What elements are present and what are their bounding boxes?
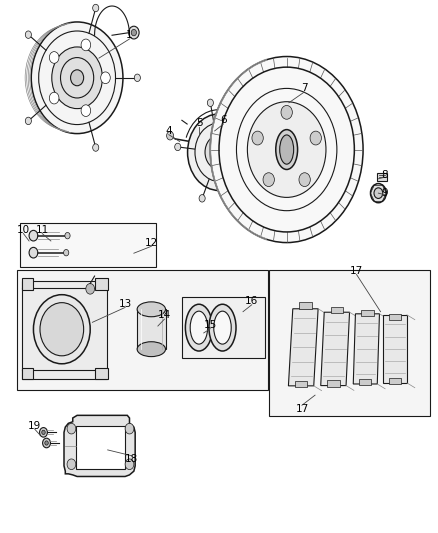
Circle shape: [252, 123, 258, 131]
Bar: [295, 381, 307, 387]
Text: 8: 8: [381, 170, 388, 180]
Circle shape: [86, 284, 95, 294]
Text: 13: 13: [119, 298, 132, 309]
Ellipse shape: [137, 342, 166, 357]
Polygon shape: [353, 314, 379, 384]
Circle shape: [175, 143, 181, 151]
Text: 7: 7: [301, 83, 307, 93]
Circle shape: [25, 31, 32, 38]
Bar: [361, 310, 374, 317]
Circle shape: [187, 114, 251, 190]
Circle shape: [212, 144, 226, 161]
Circle shape: [374, 188, 383, 198]
Circle shape: [49, 52, 59, 63]
Circle shape: [205, 135, 233, 169]
Text: 5: 5: [196, 118, 203, 128]
Ellipse shape: [280, 135, 293, 164]
Polygon shape: [21, 368, 33, 379]
Ellipse shape: [276, 130, 297, 169]
Text: 16: 16: [245, 296, 258, 306]
Text: 6: 6: [220, 115, 227, 125]
Circle shape: [29, 247, 38, 258]
Circle shape: [371, 183, 386, 203]
Circle shape: [52, 47, 102, 109]
Circle shape: [131, 29, 137, 36]
Circle shape: [93, 4, 99, 12]
Circle shape: [45, 441, 48, 445]
Polygon shape: [95, 278, 108, 290]
Ellipse shape: [214, 311, 231, 344]
Polygon shape: [64, 415, 135, 477]
Bar: [378, 173, 387, 181]
Circle shape: [81, 39, 91, 51]
Text: 19: 19: [28, 421, 41, 431]
Bar: [327, 380, 339, 386]
Text: 14: 14: [158, 310, 171, 320]
Polygon shape: [321, 312, 350, 385]
Text: 18: 18: [125, 454, 138, 464]
Circle shape: [71, 70, 84, 86]
Bar: [137, 309, 166, 349]
Circle shape: [81, 105, 91, 117]
Bar: [389, 377, 401, 384]
Polygon shape: [288, 309, 318, 386]
Circle shape: [64, 249, 69, 256]
Circle shape: [29, 230, 38, 241]
Circle shape: [247, 102, 326, 197]
Circle shape: [49, 92, 59, 104]
Bar: [359, 378, 371, 385]
Circle shape: [125, 459, 134, 470]
Text: 4: 4: [166, 126, 172, 136]
Text: 17: 17: [295, 404, 309, 414]
Polygon shape: [95, 368, 108, 379]
Polygon shape: [383, 315, 407, 383]
Circle shape: [39, 427, 47, 437]
Circle shape: [40, 303, 84, 356]
Bar: [269, 270, 430, 416]
Bar: [21, 281, 107, 379]
Text: 9: 9: [381, 188, 388, 198]
Circle shape: [247, 182, 253, 190]
Circle shape: [129, 26, 139, 39]
Circle shape: [65, 232, 70, 239]
Text: 15: 15: [204, 320, 217, 330]
Circle shape: [199, 195, 205, 202]
Ellipse shape: [137, 302, 166, 317]
Circle shape: [93, 144, 99, 151]
Text: 17: 17: [350, 266, 363, 276]
Bar: [389, 314, 401, 320]
Ellipse shape: [190, 311, 208, 344]
Ellipse shape: [185, 304, 212, 351]
Circle shape: [31, 22, 123, 134]
Bar: [20, 223, 155, 266]
Circle shape: [33, 295, 90, 364]
Circle shape: [125, 423, 134, 434]
Circle shape: [281, 106, 292, 119]
Bar: [17, 270, 268, 390]
Circle shape: [25, 117, 32, 125]
Text: 11: 11: [35, 225, 49, 236]
Circle shape: [67, 423, 76, 434]
Circle shape: [101, 72, 110, 84]
Circle shape: [299, 173, 310, 187]
Text: 1: 1: [126, 30, 133, 41]
Ellipse shape: [209, 304, 236, 351]
Circle shape: [42, 430, 45, 434]
Polygon shape: [76, 426, 125, 469]
Circle shape: [252, 131, 263, 145]
Text: 10: 10: [17, 225, 30, 236]
Circle shape: [166, 132, 173, 140]
Circle shape: [67, 459, 76, 470]
Bar: [182, 297, 265, 358]
Text: 12: 12: [145, 238, 158, 247]
Circle shape: [310, 131, 321, 145]
Bar: [299, 302, 311, 309]
Circle shape: [207, 99, 213, 107]
Circle shape: [134, 74, 141, 82]
Circle shape: [42, 438, 50, 448]
Bar: [331, 307, 343, 313]
Circle shape: [210, 56, 363, 243]
Polygon shape: [21, 278, 33, 290]
Circle shape: [263, 173, 274, 187]
